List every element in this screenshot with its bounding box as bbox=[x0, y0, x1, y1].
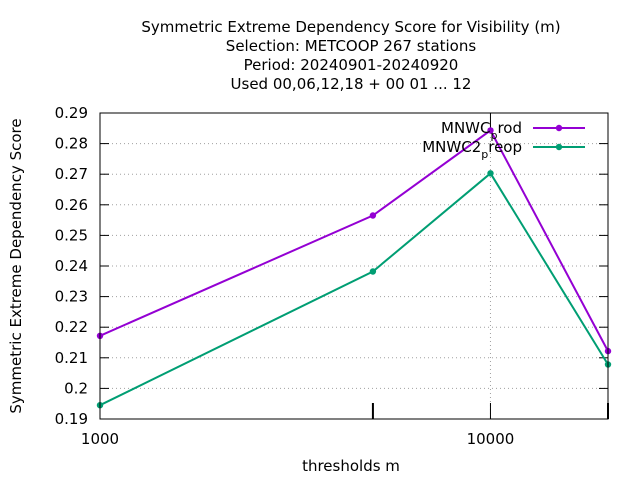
series-line-2 bbox=[99, 171, 609, 407]
title-line-1: Symmetric Extreme Dependency Score for V… bbox=[141, 18, 560, 36]
x-tick-label: 10000 bbox=[467, 430, 515, 448]
y-tick-label: 0.25 bbox=[55, 226, 88, 244]
series-line-1 bbox=[99, 128, 609, 352]
legend-label-2: MNWC2preop bbox=[422, 138, 522, 161]
y-axis-ticks: 0.19 0.2 0.21 0.22 0.23 0.24 0.25 0.26 0.27 0.28 0… bbox=[55, 104, 608, 428]
y-tick-label: 0.21 bbox=[55, 349, 88, 367]
grid bbox=[100, 113, 608, 419]
legend-marker-1 bbox=[555, 124, 563, 132]
y-tick-label: 0.24 bbox=[55, 257, 88, 275]
y-tick-label: 0.28 bbox=[55, 135, 88, 153]
title-line-4: Used 00,06,12,18 + 00 01 ... 12 bbox=[231, 75, 472, 93]
title-line-3: Period: 20240901-20240920 bbox=[244, 56, 459, 74]
plot-frame bbox=[99, 112, 609, 420]
y-tick-label: 0.26 bbox=[55, 196, 88, 214]
y-tick-label: 0.2 bbox=[64, 379, 88, 397]
legend-marker-2 bbox=[555, 143, 563, 151]
y-tick-label: 0.27 bbox=[55, 165, 88, 183]
legend-label-1: MNWCprod bbox=[441, 119, 522, 142]
y-axis-label: Symmetric Extreme Dependency Score bbox=[7, 118, 25, 413]
y-tick-label: 0.23 bbox=[55, 288, 88, 306]
series-2-point bbox=[487, 170, 494, 177]
title-line-2: Selection: METCOOP 267 stations bbox=[226, 37, 477, 55]
series-1-point bbox=[369, 212, 377, 219]
y-tick-label: 0.22 bbox=[55, 318, 88, 336]
x-axis-ticks: 1000 10000 bbox=[81, 113, 609, 448]
series-group bbox=[96, 127, 612, 409]
x-axis-label: thresholds m bbox=[302, 457, 400, 475]
y-tick-label: 0.29 bbox=[55, 104, 88, 122]
series-1-point bbox=[487, 127, 494, 134]
chart-title: Symmetric Extreme Dependency Score for V… bbox=[141, 18, 560, 93]
series-2-point bbox=[369, 268, 377, 275]
x-tick-label: 1000 bbox=[81, 430, 119, 448]
y-tick-label: 0.19 bbox=[55, 410, 88, 428]
